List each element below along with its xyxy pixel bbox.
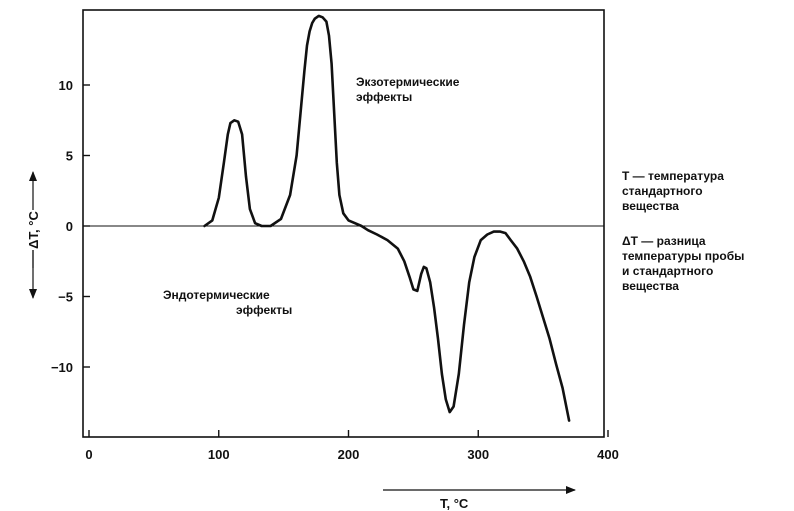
x-tick-label: 400 xyxy=(597,447,619,462)
legend-dt-line1: ΔТ — разница xyxy=(622,234,706,248)
y-tick-label: 5 xyxy=(66,149,73,164)
plot-frame xyxy=(82,9,605,438)
y-title-bg xyxy=(24,210,42,250)
exo-label-line1: Экзотермические xyxy=(356,75,460,89)
series-layer xyxy=(203,14,571,422)
x-tick-label: 300 xyxy=(467,447,489,462)
legend-t-line3: вещества xyxy=(622,199,679,213)
x-tick-label: 100 xyxy=(208,447,230,462)
y-axis-title: ΔT, °C xyxy=(26,211,41,249)
y-tick-label: 10 xyxy=(59,78,73,93)
dta-curve xyxy=(203,14,571,422)
endo-label-line1: Эндотермические xyxy=(163,288,270,302)
exo-label-line2: эффекты xyxy=(356,90,412,104)
legend-t-line2: стандартного xyxy=(622,184,703,198)
endo-label-line2: эффекты xyxy=(236,303,292,317)
y-tick-label: 0 xyxy=(66,219,73,234)
y-tick-label: −10 xyxy=(51,360,73,375)
axes xyxy=(82,9,605,438)
x-tick-label: 200 xyxy=(338,447,360,462)
legend-dt-line4: вещества xyxy=(622,279,679,293)
legend-dt-line3: и стандартного xyxy=(622,264,713,278)
x-axis-title: T, °C xyxy=(440,496,469,511)
ticks: 0 100 200 300 400 10 5 0 −5 −10 xyxy=(51,78,619,462)
legend-dt-line2: температуры пробы xyxy=(622,249,744,263)
y-tick-label: −5 xyxy=(58,290,73,305)
x-tick-label: 0 xyxy=(85,447,92,462)
legend-t-line1: Т — температура xyxy=(622,169,724,183)
